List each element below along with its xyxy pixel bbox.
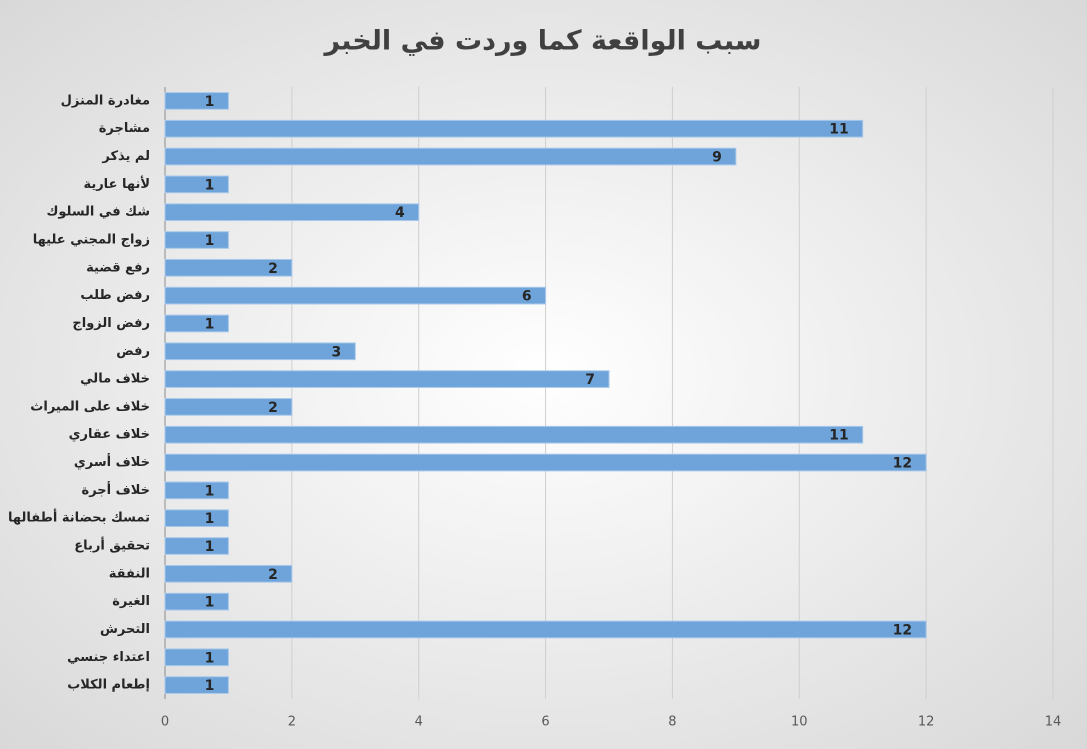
y-tick-label: رفض الزواج	[72, 316, 150, 331]
value-label: 1	[205, 316, 215, 332]
value-label: 3	[332, 344, 342, 360]
value-label: 1	[205, 650, 215, 666]
bar	[164, 453, 927, 472]
bar	[164, 119, 864, 138]
x-tick-label: 12	[918, 715, 935, 730]
value-label: 2	[268, 261, 278, 277]
bar	[164, 203, 420, 222]
y-tick-label: تمسك بحضانة أطفالها	[8, 509, 150, 526]
bar	[164, 425, 864, 444]
bar	[164, 620, 927, 639]
bar	[164, 564, 293, 583]
y-tick-label: خلاف أسري	[74, 453, 150, 470]
bar	[164, 147, 737, 166]
bar	[164, 92, 229, 110]
x-tick-label: 14	[1045, 715, 1062, 730]
y-tick-label: تحقيق أرباع	[74, 537, 150, 554]
y-tick-label: زواج المجني عليها	[33, 233, 150, 248]
value-label: 4	[395, 205, 405, 221]
value-label: 11	[829, 122, 848, 138]
y-tick-label: مشاجرة	[99, 121, 150, 136]
bar	[164, 258, 293, 277]
x-tick-label: 2	[288, 715, 296, 730]
value-label: 6	[522, 289, 532, 305]
bar	[164, 175, 229, 194]
bar	[164, 231, 229, 249]
x-tick-label: 6	[541, 715, 549, 730]
value-label: 1	[205, 678, 215, 694]
y-tick-label: رفض طلب	[80, 288, 150, 303]
bar	[164, 342, 356, 361]
value-label: 12	[893, 622, 912, 638]
y-tick-label: رفض	[116, 344, 150, 359]
bar	[164, 314, 229, 333]
y-tick-label: لم يذكر	[101, 149, 150, 164]
x-tick-label: 10	[791, 715, 808, 730]
value-label: 7	[585, 372, 595, 388]
bar	[164, 481, 229, 500]
y-tick-label: خلاف على الميراث	[30, 399, 150, 414]
value-label: 2	[268, 400, 278, 416]
value-label: 1	[205, 233, 215, 249]
value-label: 1	[205, 511, 215, 527]
value-label: 1	[205, 94, 215, 110]
bar	[164, 370, 610, 388]
bar	[164, 509, 229, 528]
bar	[164, 648, 229, 667]
y-tick-label: مغادرة المنزل	[61, 93, 150, 108]
y-tick-label: الغيرة	[112, 594, 150, 609]
x-tick-label: 8	[668, 715, 676, 730]
value-label: 1	[205, 539, 215, 555]
x-tick-label: 4	[415, 715, 423, 730]
y-tick-label: اعتداء جنسي	[67, 650, 150, 665]
value-label: 1	[205, 595, 215, 611]
bar	[164, 286, 547, 305]
value-label: 11	[829, 428, 848, 444]
y-tick-label: النفقة	[109, 566, 150, 581]
bar	[164, 398, 293, 416]
value-label: 1	[205, 483, 215, 499]
x-tick-label: 0	[161, 715, 169, 730]
y-tick-label: خلاف عقاري	[69, 427, 150, 442]
value-label: 2	[268, 567, 278, 583]
y-tick-label: شك في السلوك	[46, 205, 150, 220]
y-tick-label: التحرش	[100, 622, 150, 637]
value-label: 9	[712, 150, 722, 166]
value-label: 12	[893, 456, 912, 472]
y-tick-label: رفع قضية	[86, 260, 150, 275]
y-tick-label: لأنها عارية	[83, 175, 150, 192]
bar	[164, 592, 229, 611]
y-tick-label: خلاف مالي	[80, 372, 150, 387]
bar	[164, 676, 229, 694]
value-label: 1	[205, 177, 215, 193]
y-tick-label: خلاف أجرة	[82, 481, 150, 498]
chart-title: سبب الواقعة كما وردت في الخبر	[323, 26, 762, 57]
bar	[164, 537, 229, 555]
y-tick-label: إطعام الكلاب	[67, 678, 150, 693]
